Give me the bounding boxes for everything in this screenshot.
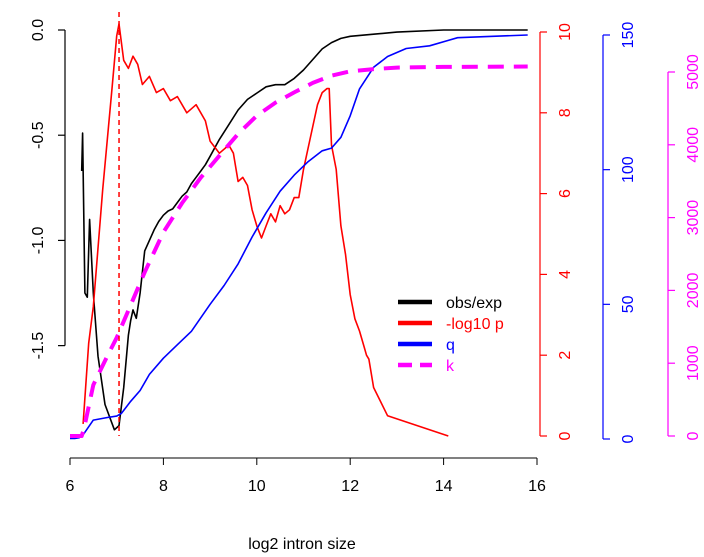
left-tick-label: 0.0	[30, 19, 47, 41]
red-tick-label: 6	[557, 189, 574, 198]
x-tick-label: 16	[528, 478, 546, 495]
red-tick-label: 0	[557, 431, 574, 440]
x-tick-label: 14	[435, 478, 453, 495]
series-line-3	[70, 64, 528, 438]
axes-layer: 6 8 10 12 14 16-1.5-1.0-0.50.0024681005010015…	[30, 19, 702, 495]
x-tick-label: 12	[341, 478, 359, 495]
blue-tick-label: 100	[620, 156, 637, 183]
left-tick-label: -1.5	[30, 332, 47, 360]
legend-label: q	[446, 337, 455, 354]
magenta-tick-label: 4000	[685, 127, 702, 163]
series-line-2	[70, 34, 528, 440]
magenta-tick-label: 3000	[685, 200, 702, 236]
red-tick-label: 2	[557, 351, 574, 360]
magenta-tick-label: 2000	[685, 273, 702, 309]
legend-label: -log10 p	[446, 316, 504, 333]
x-axis-label: log2 intron size	[248, 536, 356, 553]
magenta-tick-label: 0	[685, 431, 702, 440]
blue-tick-label: 0	[620, 434, 637, 443]
blue-tick-label: 150	[620, 22, 637, 49]
red-tick-label: 8	[557, 108, 574, 117]
legend-label: obs/exp	[446, 295, 502, 312]
red-tick-label: 4	[557, 270, 574, 279]
blue-tick-label: 50	[620, 295, 637, 313]
series-layer	[70, 12, 528, 440]
legend-label: k	[446, 358, 455, 375]
left-tick-label: -1.0	[30, 227, 47, 255]
magenta-tick-label: 1000	[685, 345, 702, 381]
x-tick-label: 6	[66, 478, 75, 495]
x-tick-label: 10	[248, 478, 266, 495]
red-tick-label: 10	[557, 23, 574, 41]
series-line-0	[80, 29, 528, 431]
magenta-tick-label: 5000	[685, 54, 702, 90]
legend: obs/exp -log10 p qk	[398, 295, 504, 375]
left-tick-label: -0.5	[30, 121, 47, 149]
series-line-1	[82, 23, 449, 437]
x-tick-label: 8	[159, 478, 168, 495]
